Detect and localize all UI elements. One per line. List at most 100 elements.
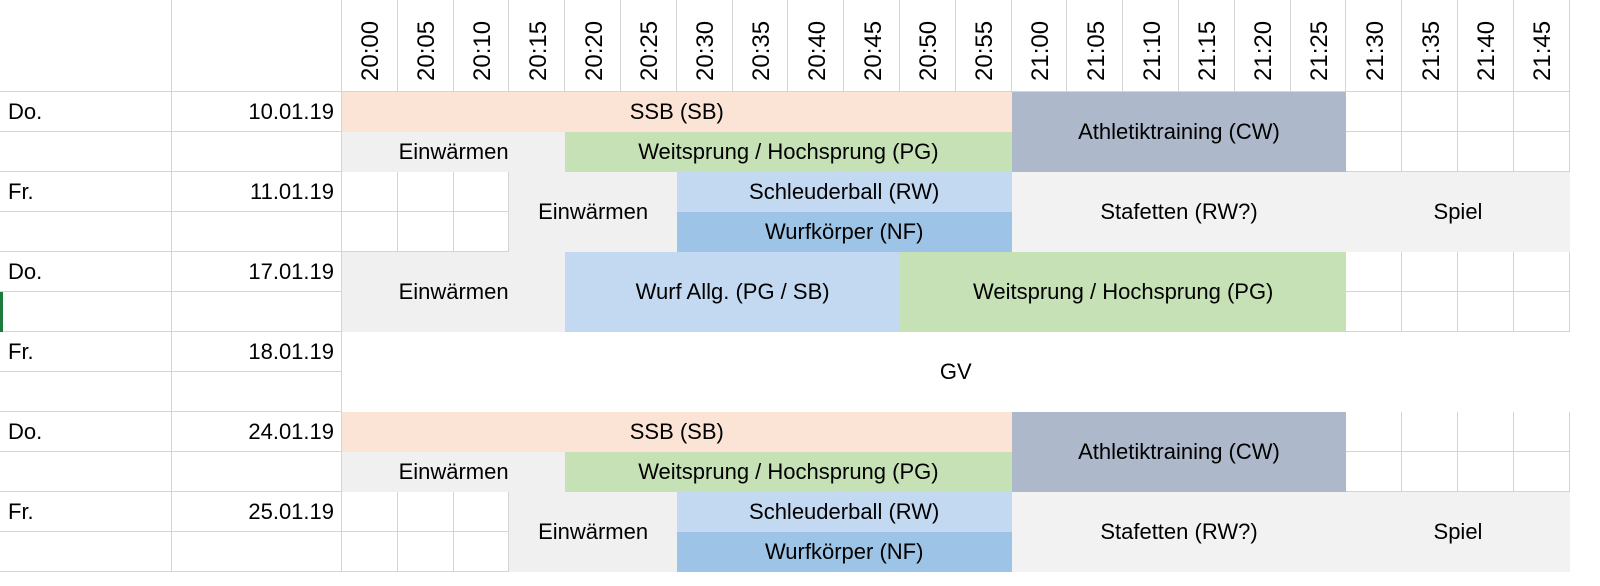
time-header-cell[interactable]: 21:45 bbox=[1513, 0, 1570, 92]
time-header-cell[interactable]: 20:20 bbox=[565, 0, 621, 92]
activity-block[interactable]: Einwärmen bbox=[342, 132, 566, 172]
grid-cell[interactable] bbox=[172, 492, 342, 532]
grid-cell[interactable] bbox=[1346, 452, 1403, 492]
grid-cell[interactable] bbox=[453, 212, 510, 252]
time-header-cell[interactable]: 21:20 bbox=[1234, 0, 1291, 92]
time-header-cell[interactable]: 20:25 bbox=[621, 0, 677, 92]
activity-block[interactable]: Athletiktraining (CW) bbox=[1011, 412, 1347, 492]
grid-cell[interactable] bbox=[172, 412, 342, 452]
grid-cell[interactable] bbox=[1402, 452, 1458, 492]
activity-block[interactable]: Spiel bbox=[1346, 492, 1570, 572]
grid-cell[interactable] bbox=[342, 172, 398, 212]
header-blank-cell[interactable] bbox=[0, 0, 172, 92]
time-header-cell[interactable]: 20:55 bbox=[955, 0, 1012, 92]
activity-block[interactable]: Einwärmen bbox=[509, 492, 677, 572]
time-header-cell[interactable]: 20:05 bbox=[397, 0, 454, 92]
time-header-cell[interactable]: 21:35 bbox=[1402, 0, 1458, 92]
grid-cell[interactable] bbox=[0, 372, 172, 412]
grid-cell[interactable] bbox=[172, 172, 342, 212]
activity-block[interactable]: Wurfkörper (NF) bbox=[676, 532, 1012, 572]
grid-cell[interactable] bbox=[0, 292, 172, 332]
grid-cell[interactable] bbox=[1513, 292, 1570, 332]
grid-cell[interactable] bbox=[1458, 252, 1514, 292]
grid-cell[interactable] bbox=[0, 452, 172, 492]
grid-cell[interactable] bbox=[1402, 252, 1458, 292]
grid-cell[interactable] bbox=[1346, 252, 1403, 292]
grid-cell[interactable] bbox=[1346, 92, 1403, 132]
grid-cell[interactable] bbox=[1346, 132, 1403, 172]
grid-cell[interactable] bbox=[1458, 132, 1514, 172]
grid-cell[interactable] bbox=[1458, 92, 1514, 132]
grid-cell[interactable] bbox=[0, 132, 172, 172]
grid-cell[interactable] bbox=[397, 172, 454, 212]
grid-cell[interactable] bbox=[397, 492, 454, 532]
activity-block[interactable]: Schleuderball (RW) bbox=[676, 492, 1012, 532]
grid-cell[interactable] bbox=[172, 332, 342, 372]
activity-block[interactable]: Wurfkörper (NF) bbox=[676, 212, 1012, 252]
time-header-cell[interactable]: 21:40 bbox=[1458, 0, 1514, 92]
grid-cell[interactable] bbox=[1402, 292, 1458, 332]
grid-cell[interactable] bbox=[172, 372, 342, 412]
grid-cell[interactable] bbox=[342, 212, 398, 252]
time-header-cell[interactable]: 20:00 bbox=[342, 0, 398, 92]
activity-block[interactable]: Einwärmen bbox=[342, 452, 566, 492]
grid-cell[interactable] bbox=[1402, 412, 1458, 452]
grid-cell[interactable] bbox=[172, 252, 342, 292]
time-header-cell[interactable]: 20:35 bbox=[732, 0, 789, 92]
time-header-cell[interactable]: 21:30 bbox=[1346, 0, 1403, 92]
time-header-cell[interactable]: 21:15 bbox=[1179, 0, 1235, 92]
grid-cell[interactable] bbox=[1513, 132, 1570, 172]
grid-cell[interactable] bbox=[0, 412, 172, 452]
time-header-cell[interactable]: 21:10 bbox=[1123, 0, 1179, 92]
activity-block[interactable]: Stafetten (RW?) bbox=[1011, 172, 1347, 252]
grid-cell[interactable] bbox=[1346, 412, 1403, 452]
grid-cell[interactable] bbox=[172, 92, 342, 132]
grid-cell[interactable] bbox=[1513, 92, 1570, 132]
grid-cell[interactable] bbox=[453, 172, 510, 212]
grid-cell[interactable] bbox=[0, 172, 172, 212]
grid-cell[interactable] bbox=[0, 212, 172, 252]
grid-cell[interactable] bbox=[172, 452, 342, 492]
activity-block[interactable]: Athletiktraining (CW) bbox=[1011, 92, 1347, 172]
grid-cell[interactable] bbox=[342, 532, 398, 572]
grid-cell[interactable] bbox=[453, 492, 510, 532]
grid-cell[interactable] bbox=[172, 292, 342, 332]
time-header-cell[interactable]: 20:50 bbox=[900, 0, 956, 92]
activity-block[interactable]: Weitsprung / Hochsprung (PG) bbox=[900, 252, 1347, 332]
grid-cell[interactable] bbox=[1513, 412, 1570, 452]
grid-cell[interactable] bbox=[0, 532, 172, 572]
activity-block[interactable]: Wurf Allg. (PG / SB) bbox=[565, 252, 900, 332]
time-header-cell[interactable]: 20:40 bbox=[788, 0, 845, 92]
activity-block[interactable]: SSB (SB) bbox=[342, 92, 1012, 132]
activity-block[interactable]: Einwärmen bbox=[509, 172, 677, 252]
activity-block[interactable]: Spiel bbox=[1346, 172, 1570, 252]
activity-block[interactable]: Weitsprung / Hochsprung (PG) bbox=[565, 132, 1012, 172]
activity-block[interactable]: Weitsprung / Hochsprung (PG) bbox=[565, 452, 1012, 492]
header-blank-cell[interactable] bbox=[172, 0, 342, 92]
activity-block[interactable]: Einwärmen bbox=[342, 252, 566, 332]
activity-block[interactable]: Stafetten (RW?) bbox=[1011, 492, 1347, 572]
grid-cell[interactable] bbox=[1513, 452, 1570, 492]
grid-cell[interactable] bbox=[0, 252, 172, 292]
grid-cell[interactable] bbox=[1513, 252, 1570, 292]
time-header-cell[interactable]: 21:05 bbox=[1067, 0, 1124, 92]
grid-cell[interactable] bbox=[0, 332, 172, 372]
grid-cell[interactable] bbox=[397, 532, 454, 572]
grid-cell[interactable] bbox=[1458, 412, 1514, 452]
grid-cell[interactable] bbox=[1346, 292, 1403, 332]
grid-cell[interactable] bbox=[1402, 92, 1458, 132]
activity-block[interactable]: GV bbox=[342, 332, 1570, 412]
activity-block[interactable]: SSB (SB) bbox=[342, 412, 1012, 452]
grid-cell[interactable] bbox=[453, 532, 510, 572]
grid-cell[interactable] bbox=[172, 212, 342, 252]
time-header-cell[interactable]: 21:25 bbox=[1290, 0, 1347, 92]
time-header-cell[interactable]: 20:15 bbox=[509, 0, 566, 92]
grid-cell[interactable] bbox=[172, 532, 342, 572]
grid-cell[interactable] bbox=[1458, 452, 1514, 492]
time-header-cell[interactable]: 20:10 bbox=[453, 0, 510, 92]
time-header-cell[interactable]: 20:30 bbox=[676, 0, 733, 92]
grid-cell[interactable] bbox=[342, 492, 398, 532]
grid-cell[interactable] bbox=[0, 92, 172, 132]
grid-cell[interactable] bbox=[397, 212, 454, 252]
